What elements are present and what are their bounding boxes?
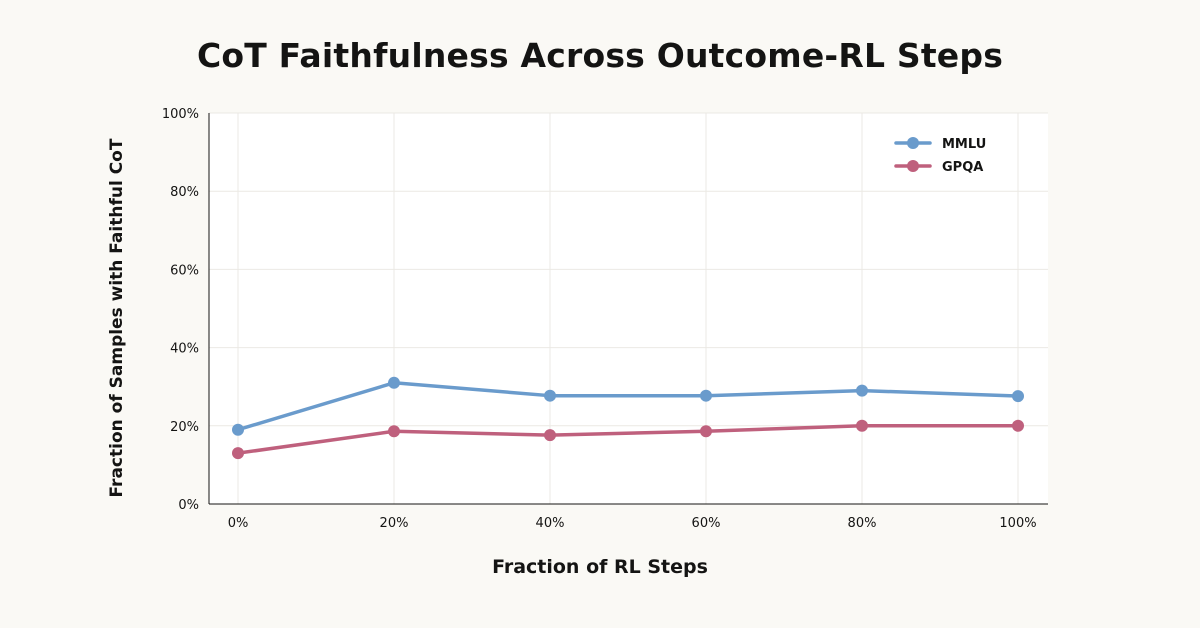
series-mmlu (232, 376, 1024, 436)
x-tick-label: 80% (848, 516, 877, 531)
data-point-gpqa (700, 425, 712, 438)
data-point-mmlu (232, 423, 244, 436)
data-point-mmlu (856, 384, 868, 397)
x-tick-label: 100% (999, 516, 1036, 531)
series-layer (232, 376, 1024, 460)
data-point-mmlu (700, 389, 712, 402)
x-tick-label: 0% (228, 516, 249, 531)
data-point-gpqa (1012, 419, 1024, 432)
legend-item-gpqa: GPQA (894, 160, 983, 175)
x-tick-label: 60% (692, 516, 721, 531)
legend-label: GPQA (942, 160, 983, 175)
y-tick-label: 0% (178, 498, 199, 513)
data-point-mmlu (544, 389, 556, 402)
y-tick-label: 40% (170, 342, 199, 357)
y-axis-ticks: 0% 20% 40% 60% 80% 100% (162, 107, 199, 513)
y-tick-label: 100% (162, 107, 199, 122)
y-axis-label: Fraction of Samples with Faithful CoT (107, 138, 127, 498)
y-tick-label: 80% (170, 185, 199, 200)
legend-swatch-marker (907, 137, 919, 149)
y-tick-label: 20% (170, 420, 199, 435)
data-point-gpqa (856, 419, 868, 432)
data-point-gpqa (388, 425, 400, 438)
series-line-gpqa (236, 424, 1020, 455)
x-tick-label: 40% (536, 516, 565, 531)
legend: MMLU GPQA (894, 137, 986, 175)
legend-swatch-marker (907, 160, 919, 172)
y-tick-label: 60% (170, 263, 199, 278)
legend-item-mmlu: MMLU (894, 137, 986, 152)
x-axis-ticks: 0% 20% 40% 60% 80% 100% (228, 516, 1037, 531)
axes (208, 113, 1048, 505)
data-point-mmlu (388, 376, 400, 389)
series-gpqa (232, 419, 1024, 460)
data-point-mmlu (1012, 390, 1024, 403)
x-axis-label: Fraction of RL Steps (492, 556, 708, 578)
grid-lines (209, 112, 1048, 504)
data-point-gpqa (544, 429, 556, 442)
series-line-mmlu (236, 381, 1020, 432)
plot-area (209, 113, 1048, 504)
chart-title: CoT Faithfulness Across Outcome-RL Steps (196, 36, 1004, 75)
x-tick-label: 20% (380, 516, 409, 531)
data-point-gpqa (232, 447, 244, 460)
legend-label: MMLU (942, 137, 986, 152)
